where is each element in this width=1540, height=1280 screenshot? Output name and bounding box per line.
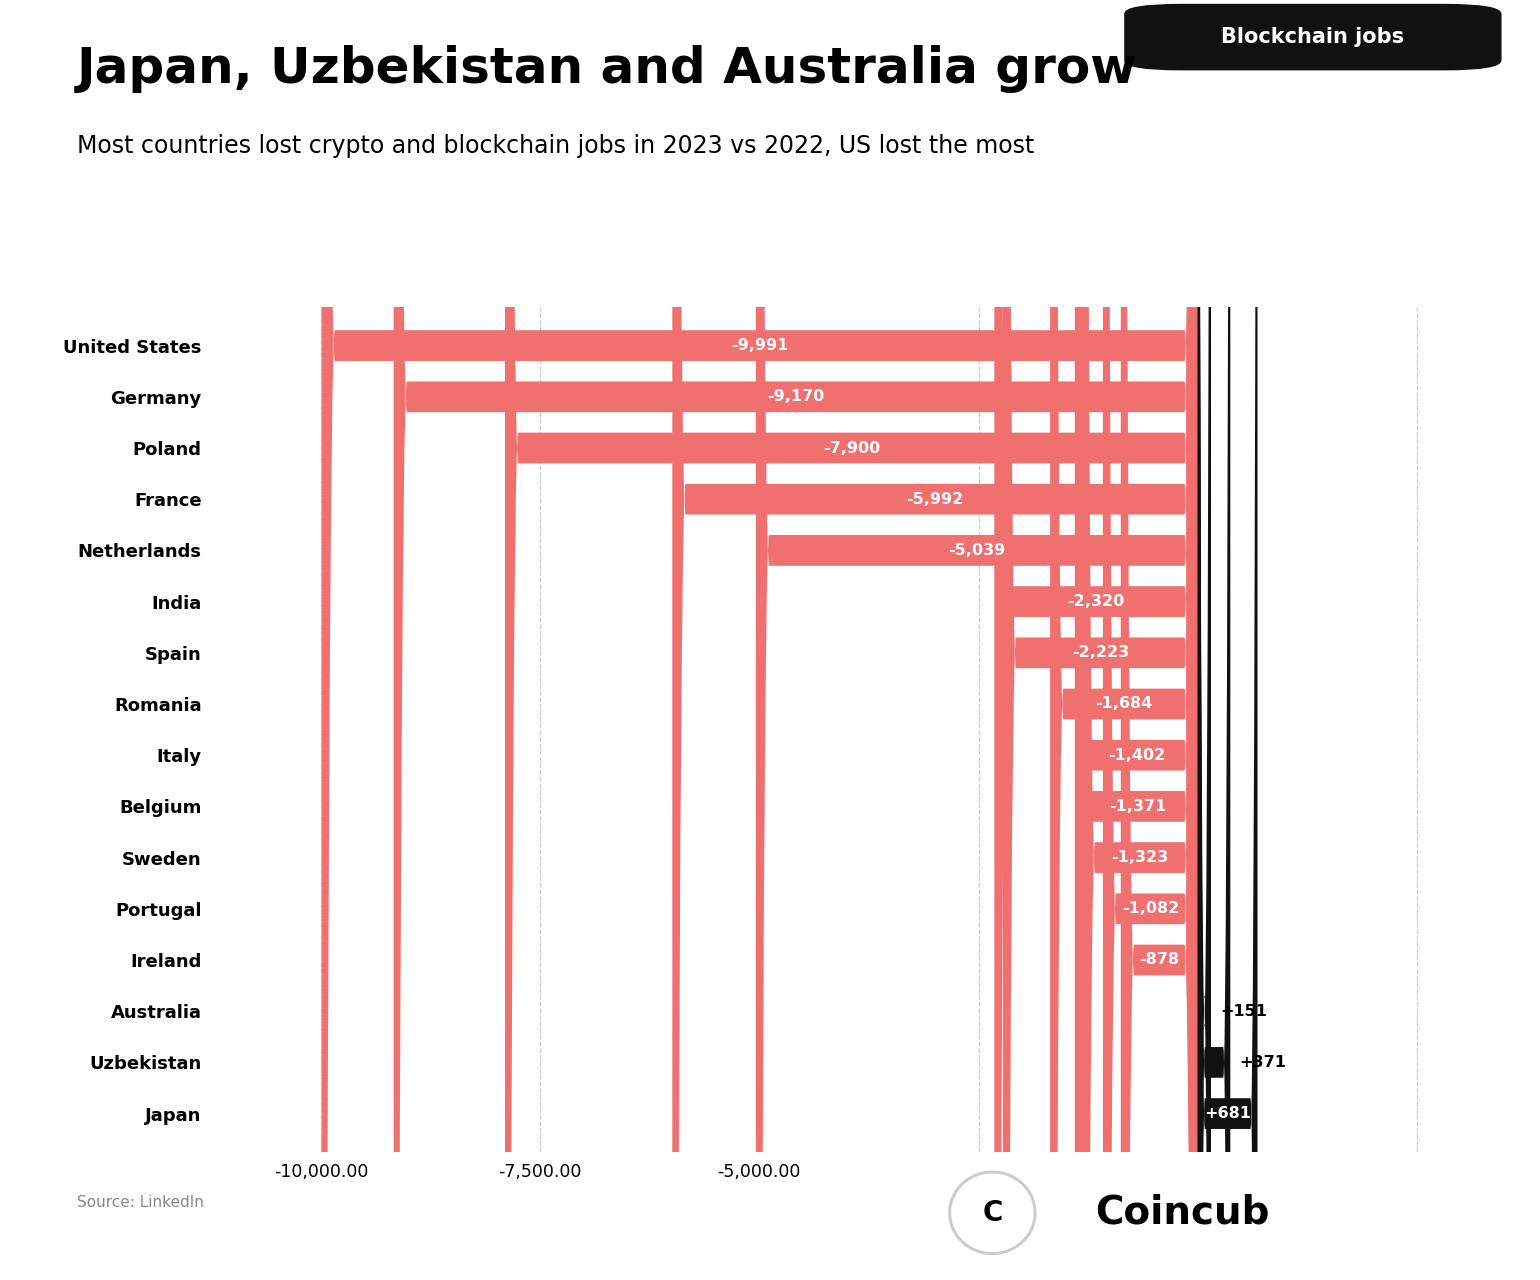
Text: -878: -878 — [1140, 952, 1180, 968]
FancyBboxPatch shape — [1075, 0, 1198, 1280]
FancyBboxPatch shape — [1198, 0, 1258, 1280]
Text: C: C — [983, 1199, 1003, 1226]
Text: Most countries lost crypto and blockchain jobs in 2023 vs 2022, US lost the most: Most countries lost crypto and blockchai… — [77, 134, 1035, 159]
Text: Blockchain jobs: Blockchain jobs — [1221, 27, 1404, 47]
FancyBboxPatch shape — [322, 0, 1198, 1280]
FancyBboxPatch shape — [1081, 0, 1198, 1280]
FancyBboxPatch shape — [1124, 4, 1502, 70]
Text: +681: +681 — [1204, 1106, 1250, 1121]
Text: -1,371: -1,371 — [1109, 799, 1166, 814]
Text: -2,223: -2,223 — [1072, 645, 1129, 660]
Text: -5,992: -5,992 — [907, 492, 964, 507]
FancyBboxPatch shape — [394, 0, 1198, 1280]
FancyBboxPatch shape — [673, 0, 1198, 1280]
FancyBboxPatch shape — [756, 0, 1198, 1280]
Text: -1,323: -1,323 — [1112, 850, 1169, 865]
Text: -7,900: -7,900 — [822, 440, 879, 456]
FancyBboxPatch shape — [1198, 0, 1230, 1280]
Text: +151: +151 — [1220, 1004, 1267, 1019]
Text: -1,684: -1,684 — [1095, 696, 1152, 712]
FancyBboxPatch shape — [505, 0, 1198, 1280]
Text: Japan, Uzbekistan and Australia grow: Japan, Uzbekistan and Australia grow — [77, 45, 1138, 92]
FancyBboxPatch shape — [995, 0, 1198, 1280]
Text: Coincub: Coincub — [1095, 1194, 1269, 1231]
Text: -9,170: -9,170 — [767, 389, 824, 404]
FancyBboxPatch shape — [1121, 0, 1198, 1280]
Text: -2,320: -2,320 — [1067, 594, 1124, 609]
FancyBboxPatch shape — [1198, 0, 1210, 1280]
FancyBboxPatch shape — [1003, 0, 1198, 1280]
Text: Source: LinkedIn: Source: LinkedIn — [77, 1194, 203, 1210]
FancyBboxPatch shape — [1050, 0, 1198, 1280]
Text: -5,039: -5,039 — [949, 543, 1006, 558]
Text: -9,991: -9,991 — [732, 338, 788, 353]
FancyBboxPatch shape — [1078, 0, 1198, 1280]
Text: -1,082: -1,082 — [1121, 901, 1180, 916]
Text: +371: +371 — [1240, 1055, 1286, 1070]
Text: -1,402: -1,402 — [1107, 748, 1164, 763]
FancyBboxPatch shape — [1103, 0, 1198, 1280]
